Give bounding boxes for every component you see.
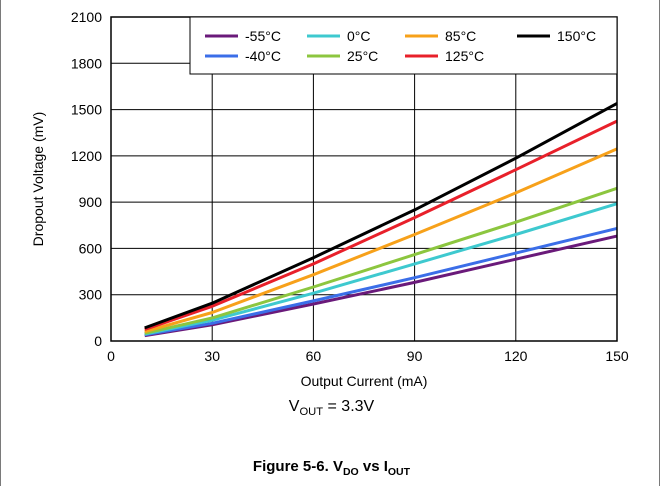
- legend-label: 25°C: [347, 48, 378, 64]
- y-tick-label: 600: [79, 240, 103, 256]
- condition-label: VOUT = 3.3V: [0, 398, 663, 418]
- y-tick-label: 0: [94, 333, 102, 349]
- y-tick-label: 1500: [71, 102, 102, 118]
- condition-suffix: = 3.3V: [323, 398, 375, 415]
- x-tick-label: 120: [504, 348, 528, 364]
- legend-label: -40°C: [245, 48, 281, 64]
- y-axis-label: Dropout Voltage (mV): [30, 112, 46, 247]
- x-tick-label: 30: [204, 348, 220, 364]
- series-line-85C: [144, 147, 618, 334]
- y-tick-label: 1200: [71, 148, 102, 164]
- series-lines: [144, 102, 618, 338]
- x-tick-labels: 0 30 60 90 120 150: [107, 348, 629, 364]
- caption-mid: vs I: [358, 458, 388, 475]
- caption-prefix: Figure 5-6. V: [252, 458, 343, 475]
- x-tick-label: 150: [605, 348, 629, 364]
- y-tick-label: 300: [79, 287, 103, 303]
- series-line-0C: [144, 202, 618, 336]
- x-tick-label: 0: [107, 348, 115, 364]
- condition-subscript: OUT: [299, 406, 324, 419]
- legend-box: [189, 16, 618, 75]
- condition-prefix: V: [288, 398, 300, 415]
- y-tick-label: 2100: [71, 9, 102, 25]
- dropout-voltage-chart: 0 30 60 90 120 150 0 300 600 900 1200 1500 1800 2100…: [30, 9, 629, 389]
- y-tick-labels: 0 300 600 900 1200 1500 1800 2100: [71, 9, 102, 349]
- x-axis-label: Output Current (mA): [301, 373, 428, 389]
- legend-label: 125°C: [445, 48, 484, 64]
- legend-label: 150°C: [557, 28, 596, 44]
- series-line-150C: [144, 102, 618, 330]
- legend-label: 0°C: [347, 28, 371, 44]
- legend: -55°C -40°C 0°C 25°C 85°C 125°C 150°C: [189, 16, 618, 75]
- caption-subscript-1: DO: [342, 466, 359, 478]
- x-tick-label: 90: [407, 348, 423, 364]
- y-tick-label: 900: [79, 194, 103, 210]
- figure-caption: Figure 5-6. VDO vs IOUT: [0, 458, 663, 478]
- y-tick-label: 1800: [71, 55, 102, 71]
- x-tick-label: 60: [306, 348, 322, 364]
- series-line-25C: [144, 186, 618, 335]
- legend-label: -55°C: [245, 28, 281, 44]
- legend-label: 85°C: [445, 28, 476, 44]
- series-line--40C: [144, 226, 618, 337]
- caption-subscript-2: OUT: [387, 466, 411, 478]
- series-line-125C: [144, 119, 618, 331]
